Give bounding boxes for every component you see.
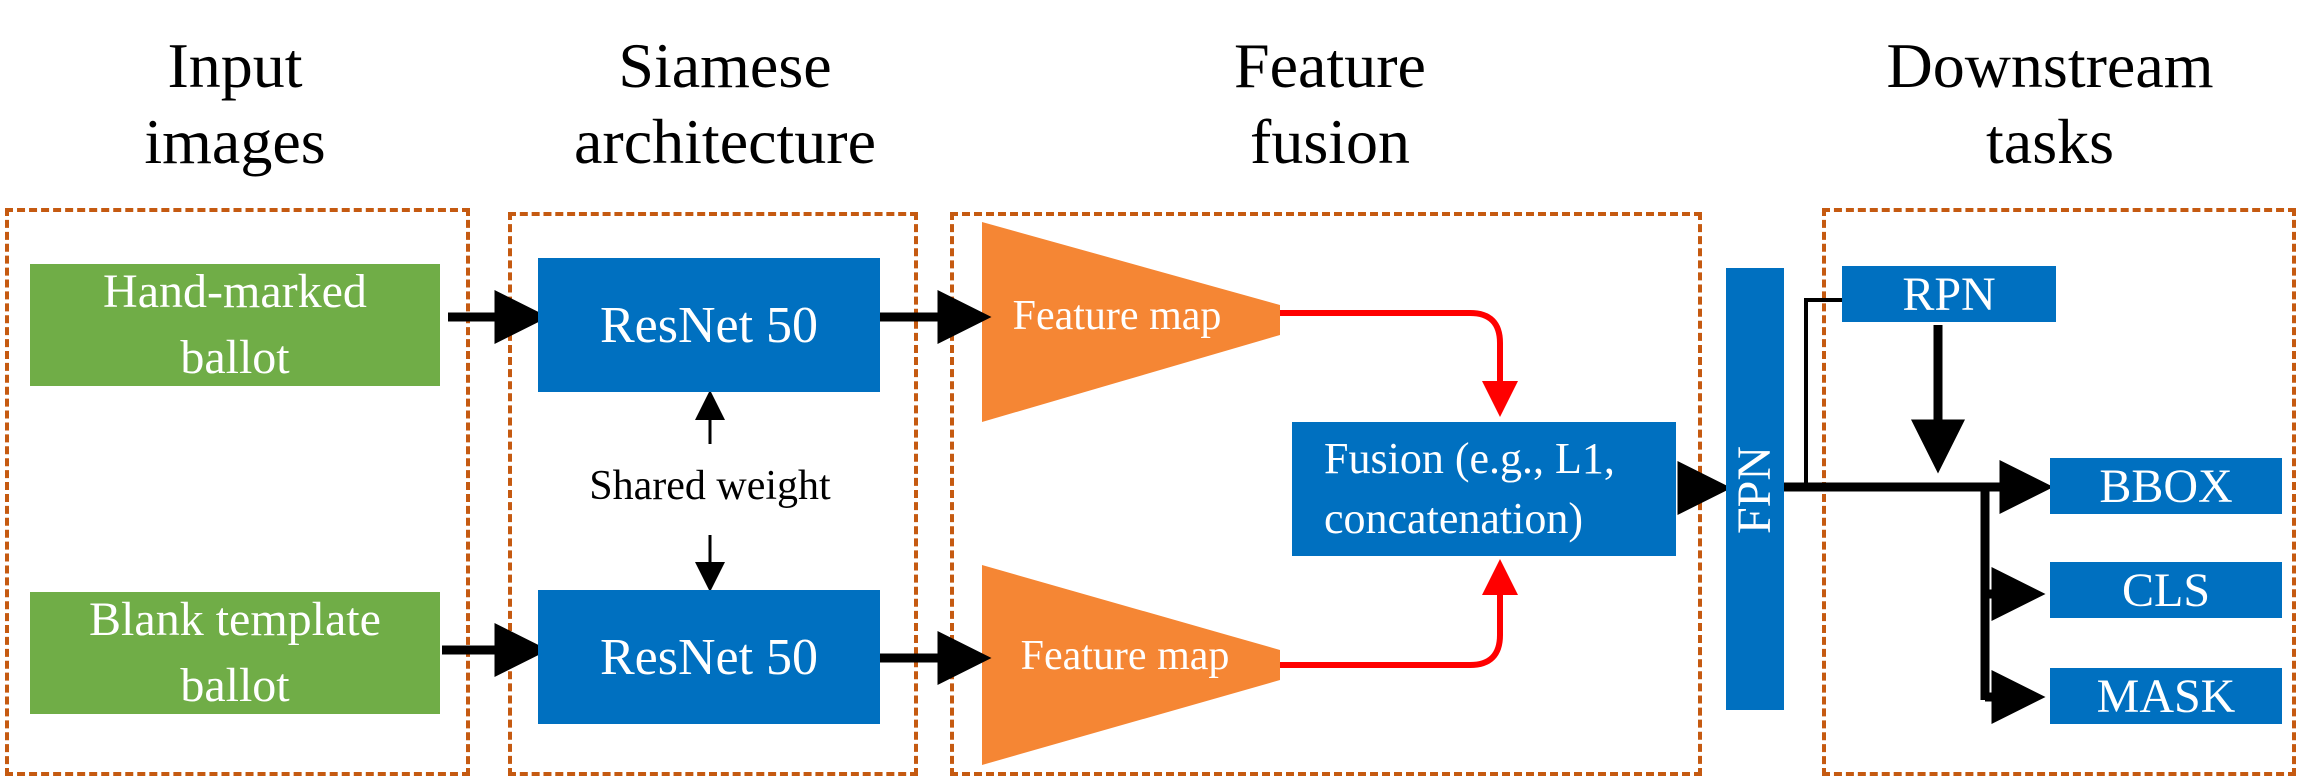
heading-feature-fusion: Feature fusion (1140, 28, 1520, 180)
heading-fusion-line2: fusion (1250, 106, 1410, 177)
blank-template-line1: Blank template (89, 593, 381, 646)
heading-downstream-line1: Downstream (1886, 30, 2214, 101)
fusion-line2: concatenation) (1324, 494, 1583, 543)
hand-marked-line1: Hand-marked (103, 265, 367, 318)
blank-template-line2: ballot (180, 659, 290, 712)
heading-siamese-line1: Siamese (618, 30, 832, 101)
resnet-top-label: ResNet 50 (599, 296, 819, 354)
heading-input-images: Input images (60, 28, 410, 180)
heading-input-line1: Input (167, 30, 303, 101)
heading-downstream-line2: tasks (1986, 106, 2114, 177)
bbox-label: BBOX (2099, 459, 2233, 513)
output-mask: MASK (2050, 668, 2282, 724)
resnet-bottom-label: ResNet 50 (599, 628, 819, 686)
arrow-feature-map-bottom-to-fusion (1280, 559, 1518, 668)
cls-label: CLS (2121, 563, 2211, 617)
output-bbox: BBOX (2050, 458, 2282, 514)
feature-map-bottom-shape (982, 565, 1280, 765)
mask-label: MASK (2096, 669, 2236, 723)
fusion-line1: Fusion (e.g., L1, (1324, 434, 1615, 483)
input-blank-template-ballot: Blank template ballot (30, 592, 440, 714)
heading-downstream-tasks: Downstream tasks (1820, 28, 2280, 180)
feature-map-top-shape (982, 222, 1280, 422)
panel-downstream-tasks (1822, 208, 2296, 776)
fpn-block (1726, 268, 1784, 710)
line-fpn-to-rpn (1804, 298, 1842, 487)
hand-marked-line2: ballot (180, 331, 290, 384)
feature-map-bottom-label: Feature map (1020, 633, 1230, 679)
panel-input-images (5, 208, 470, 776)
input-hand-marked-ballot: Hand-marked ballot (30, 264, 440, 386)
fusion-box: Fusion (e.g., L1, concatenation) (1292, 422, 1676, 556)
heading-siamese-line2: architecture (574, 106, 876, 177)
fpn-label: FPN (1728, 445, 1781, 535)
output-cls: CLS (2050, 562, 2282, 618)
rpn-label: RPN (1902, 267, 1996, 321)
heading-fusion-line1: Feature (1234, 30, 1426, 101)
resnet-50-bottom: ResNet 50 (538, 590, 880, 724)
rpn-box: RPN (1842, 266, 2056, 322)
heading-siamese-architecture: Siamese architecture (520, 28, 930, 180)
shared-weight-label: Shared weight (589, 463, 831, 509)
panel-siamese-architecture (508, 212, 918, 776)
feature-map-top-label: Feature map (1012, 293, 1222, 339)
arrow-feature-map-top-to-fusion (1280, 310, 1518, 417)
resnet-50-top: ResNet 50 (538, 258, 880, 392)
heading-input-line2: images (144, 106, 326, 177)
